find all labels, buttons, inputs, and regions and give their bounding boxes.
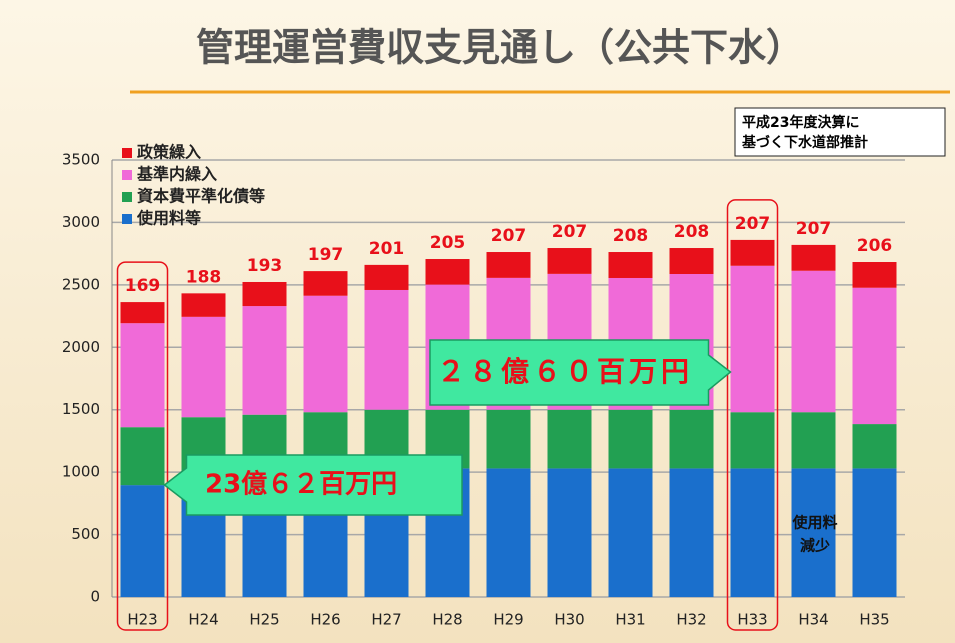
data-label: 207 [796, 219, 832, 239]
callout-text: ２８億６０百万円 [437, 355, 693, 388]
bar-segment [120, 427, 165, 486]
data-label: 197 [308, 245, 344, 265]
highlight-box [726, 199, 779, 631]
x-tick-label: H31 [615, 611, 645, 629]
bar-segment [669, 468, 714, 597]
bar-segment [242, 281, 287, 307]
x-tick-label: H30 [554, 611, 584, 629]
x-tick-label: H25 [249, 611, 279, 629]
bar-segment [303, 271, 348, 296]
highlight-box [116, 261, 169, 631]
bar-segment [608, 409, 653, 469]
bar-segment [791, 244, 836, 271]
legend-label: 政策繰入 [137, 143, 201, 162]
bar-segment [730, 412, 775, 469]
data-label: 206 [857, 236, 893, 256]
bar-segment [791, 270, 836, 413]
annotation: 使用料 [791, 514, 837, 532]
bar-segment [730, 239, 775, 266]
bar-segment [303, 295, 348, 413]
x-tick-label: H23 [127, 611, 157, 629]
bar-segment [608, 468, 653, 597]
legend-label: 使用料等 [136, 209, 201, 228]
bar-segment [486, 252, 531, 278]
bar-segment [425, 259, 470, 285]
bar-segment [730, 265, 775, 413]
y-tick-label: 3500 [62, 151, 100, 169]
annotation: 減少 [800, 537, 830, 555]
callout [429, 339, 732, 406]
bar-segment [791, 412, 836, 469]
y-tick-label: 1500 [62, 400, 100, 418]
data-label: 201 [369, 239, 405, 259]
bar-segment [730, 468, 775, 597]
x-tick-label: H29 [493, 611, 523, 629]
x-tick-label: H26 [310, 611, 340, 629]
bar-segment [852, 262, 897, 288]
legend-swatch [122, 214, 132, 224]
data-label: 208 [613, 226, 649, 246]
bar-segment [669, 248, 714, 274]
y-tick-label: 1000 [62, 463, 100, 481]
callout [163, 454, 463, 516]
legend-swatch [122, 170, 132, 180]
bar-segment [181, 293, 226, 317]
x-tick-label: H33 [737, 611, 767, 629]
x-tick-label: H24 [188, 611, 218, 629]
data-label: 188 [186, 267, 222, 287]
legend-label: 資本費平準化債等 [137, 187, 265, 206]
bar-segment [120, 485, 165, 597]
note: 基づく下水道部推計 [742, 134, 868, 151]
bar-segment [120, 323, 165, 428]
legend-swatch [122, 192, 132, 202]
x-tick-label: H32 [676, 611, 706, 629]
bar-segment [364, 264, 409, 290]
y-tick-label: 2500 [62, 275, 100, 293]
data-label: 207 [735, 214, 771, 234]
bar-segment [547, 248, 592, 274]
data-label: 207 [552, 222, 588, 242]
legend-label: 基準内繰入 [136, 165, 217, 184]
bar-segment [120, 302, 165, 324]
bar-segment [486, 468, 531, 597]
x-tick-label: H34 [798, 611, 828, 629]
data-label: 207 [491, 226, 527, 246]
bar-segment [669, 409, 714, 469]
note-box [734, 107, 946, 157]
bar-segment [608, 252, 653, 278]
y-tick-label: 0 [90, 588, 100, 606]
x-tick-label: H28 [432, 611, 462, 629]
chart-title: 管理運営費収支見通し（公共下水） [196, 26, 804, 70]
bar-segment [852, 287, 897, 425]
y-tick-label: 3000 [62, 213, 100, 231]
y-tick-label: 500 [71, 525, 100, 543]
data-label: 208 [674, 222, 710, 242]
bar-segment [852, 424, 897, 469]
bar-segment [791, 468, 836, 597]
x-tick-label: H27 [371, 611, 401, 629]
note: 平成23年度決算に [742, 114, 859, 131]
bar-segment [486, 409, 531, 469]
bar-segment [181, 316, 226, 418]
legend-swatch [122, 148, 132, 158]
bar-segment [242, 306, 287, 415]
bar-segment [364, 289, 409, 410]
data-label: 193 [247, 256, 283, 276]
callout-text: 23億６２百万円 [205, 470, 397, 500]
data-label: 205 [430, 233, 466, 253]
data-label: 169 [125, 276, 161, 296]
bar-segment [852, 468, 897, 597]
y-tick-label: 2000 [62, 338, 100, 356]
bar-segment [547, 468, 592, 597]
bar-segment [547, 409, 592, 469]
x-tick-label: H35 [859, 611, 889, 629]
